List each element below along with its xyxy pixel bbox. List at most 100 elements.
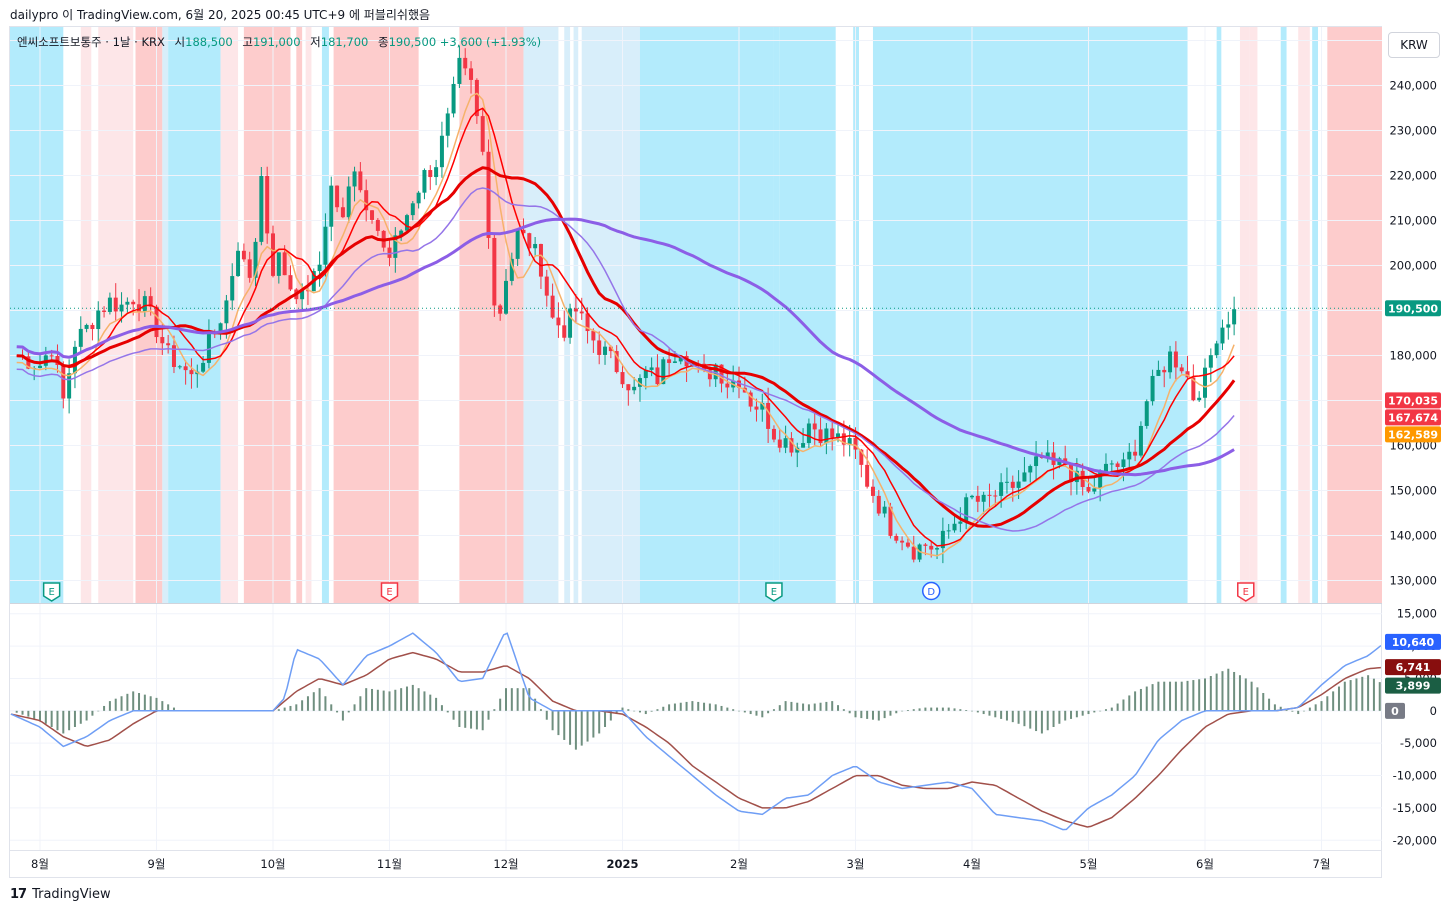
close-value: 190,500 <box>388 35 437 49</box>
macd-histogram-bar <box>97 710 100 712</box>
macd-histogram-bar <box>732 709 735 711</box>
candle-body <box>265 175 270 234</box>
candle-body <box>1179 367 1184 372</box>
macd-histogram-bar <box>1320 701 1323 711</box>
candle-body <box>760 402 765 410</box>
macd-histogram-bar <box>1332 691 1335 711</box>
candle-body <box>498 305 503 314</box>
macd-histogram-bar <box>819 702 822 711</box>
macd-histogram-bar <box>1040 710 1043 734</box>
macd-histogram-bar <box>528 688 531 711</box>
price-tag: 167,674 <box>1385 409 1441 426</box>
macd-histogram-bar <box>108 701 111 711</box>
price-axis-label: 210,000 <box>1389 214 1437 228</box>
price-tag-text: 170,035 <box>1388 394 1438 407</box>
tradingview-logo[interactable]: 𝟭𝟳 TradingView <box>10 887 111 902</box>
macd-histogram-bar <box>1011 710 1014 723</box>
candle-body <box>504 280 508 314</box>
macd-histogram-bar <box>1343 681 1346 711</box>
macd-histogram-bar <box>539 709 542 711</box>
candle-body <box>1109 463 1114 465</box>
macd-histogram-bar <box>487 710 490 720</box>
macd-histogram-bar <box>551 710 554 731</box>
candle-body <box>1074 470 1079 483</box>
candle-body <box>1086 487 1091 492</box>
macd-histogram-bar <box>85 710 88 721</box>
candle-body <box>171 345 176 367</box>
macd-histogram-bar <box>499 698 502 711</box>
macd-histogram-bar <box>155 697 158 711</box>
candle-body <box>568 308 573 338</box>
macd-histogram-bar <box>458 710 461 727</box>
macd-histogram-bar <box>592 710 595 738</box>
candle-body <box>550 295 555 318</box>
macd-histogram-bar <box>988 710 991 716</box>
candle-body <box>719 364 724 384</box>
candle-body <box>573 308 578 312</box>
candle-body <box>137 304 142 312</box>
candle-body <box>533 243 538 249</box>
price-tag: 162,589 <box>1385 426 1441 443</box>
symbol-name[interactable]: 엔씨소프트보통주 · 1날 · KRX <box>17 35 165 49</box>
macd-histogram-bar <box>1023 710 1026 727</box>
macd-histogram-bar <box>971 710 973 712</box>
macd-histogram-bar <box>56 710 59 731</box>
time-axis-label: 12월 <box>493 857 518 871</box>
macd-histogram-bar <box>580 710 583 746</box>
background-zone <box>168 27 221 603</box>
candle-body <box>78 328 83 347</box>
macd-histogram-bar <box>761 710 764 718</box>
candle-body <box>474 79 479 117</box>
background-zone <box>1216 27 1222 603</box>
macd-histogram-bar <box>802 703 805 711</box>
event-label: D <box>927 587 935 598</box>
background-zone <box>853 27 859 603</box>
price-axis-label: 200,000 <box>1389 259 1437 273</box>
candle-body <box>678 355 683 362</box>
macd-histogram-bar <box>883 710 886 719</box>
macd-histogram-bar <box>1326 696 1329 711</box>
macd-histogram-bar <box>726 707 729 711</box>
macd-histogram-bar <box>149 696 152 711</box>
candle-body <box>370 210 375 220</box>
macd-histogram-bar <box>668 704 671 711</box>
candle-body <box>579 311 584 314</box>
time-axis-label: 4월 <box>963 857 981 871</box>
candle-body <box>830 428 835 438</box>
macd-histogram-bar <box>172 707 175 711</box>
candle-body <box>422 170 427 193</box>
macd-histogram-bar <box>1238 675 1241 711</box>
macd-histogram-bar <box>1110 707 1113 711</box>
macd-histogram-bar <box>1361 676 1364 711</box>
macd-histogram-bar <box>1262 693 1265 711</box>
candle-body <box>1226 324 1231 328</box>
candle-body <box>387 247 392 258</box>
candle-body <box>428 170 433 178</box>
macd-axis-label: -20,000 <box>1393 833 1437 847</box>
macd-histogram-bar <box>767 710 770 714</box>
candle-body <box>975 495 980 502</box>
background-zone <box>305 27 312 603</box>
event-label: E <box>771 587 777 598</box>
macd-value-tag-bg <box>1385 633 1441 650</box>
currency-button[interactable]: KRW <box>1388 32 1440 58</box>
macd-histogram-bar <box>714 704 717 711</box>
time-axis-label: 2월 <box>730 857 748 871</box>
macd-histogram-bar <box>534 698 537 711</box>
macd-histogram-bar <box>1355 678 1358 711</box>
candle-body <box>900 540 905 543</box>
background-zone <box>1249 27 1258 603</box>
macd-histogram-bar <box>1215 673 1218 711</box>
background-zone <box>1298 27 1310 603</box>
macd-histogram-bar <box>930 707 933 711</box>
macd-value-tag-bg <box>1385 702 1405 719</box>
dividend-icon <box>921 581 941 601</box>
macd-histogram-bar <box>62 710 65 734</box>
macd-histogram-bar <box>1314 704 1317 711</box>
macd-value-tag-bg <box>1385 659 1441 676</box>
candle-body <box>923 544 928 546</box>
macd-histogram-bar <box>289 705 292 711</box>
close-label: 종 <box>377 35 389 49</box>
candle-body <box>119 304 124 312</box>
